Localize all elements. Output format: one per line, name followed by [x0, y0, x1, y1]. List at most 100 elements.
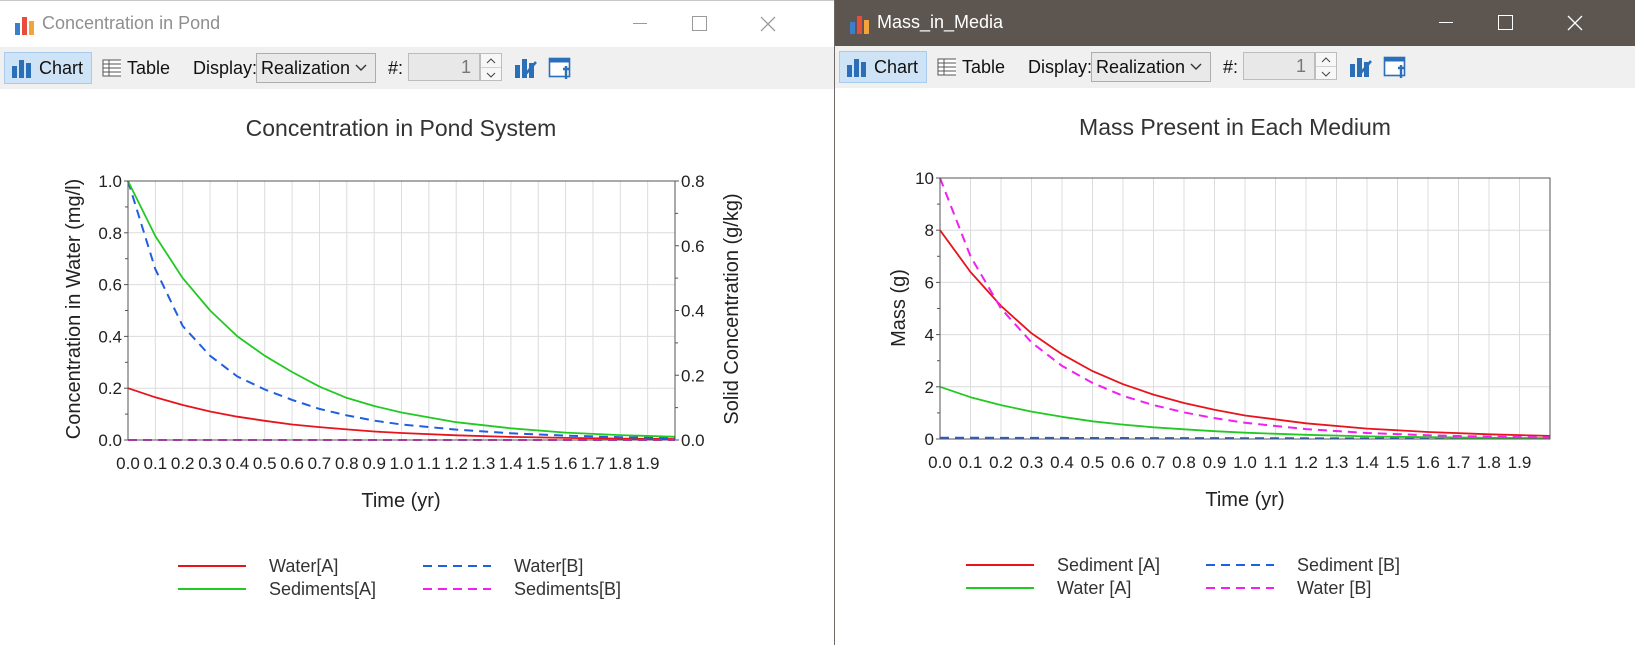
x-tick-label: 0.4 [1050, 453, 1074, 472]
y2-tick-label: 0.6 [681, 237, 705, 256]
x-tick-label: 1.5 [526, 454, 550, 473]
chart-tab-button[interactable]: Chart [4, 52, 92, 84]
tick-labels: 0.0 0.1 0.2 0.3 0.4 0.5 0.6 0.7 0.8 0.9 1.0 1.1 1.2 1… [98, 172, 704, 473]
series-line-water-a [127, 387, 676, 440]
close-button[interactable] [1545, 0, 1605, 46]
legend-label-sediments-b: Sediments[B] [514, 579, 621, 599]
series-line-water-b [939, 177, 1551, 439]
title-bar[interactable]: Mass_in_Media [835, 0, 1635, 46]
legend-label-sediment-a: Sediment [A] [1057, 555, 1160, 575]
x-tick-label: 1.3 [1325, 453, 1349, 472]
series-line-water-b [127, 180, 676, 440]
window-mass-in-media: Mass_in_Media Chart Table Display: Reali… [834, 0, 1635, 645]
x-tick-label: 0.2 [989, 453, 1013, 472]
y-tick-label: 0.8 [98, 224, 122, 243]
grid [940, 178, 1551, 439]
y-tick-label: 0.2 [98, 379, 122, 398]
chart-app-icon [15, 17, 34, 35]
table-icon [937, 58, 956, 76]
x-tick-label: 1.1 [1264, 453, 1288, 472]
minimize-button[interactable] [1416, 0, 1476, 46]
y2-tick-label: 0.0 [681, 431, 705, 450]
toolbar: Chart Table Display: Realization #: 1 [835, 46, 1635, 88]
spin-up-icon [486, 57, 496, 63]
table-tab-label: Table [126, 57, 170, 78]
minimize-button[interactable] [610, 1, 670, 47]
display-label: Display: [193, 58, 258, 78]
number-label: #: [388, 58, 404, 78]
x-tick-label: 1.7 [1447, 453, 1471, 472]
maximize-icon [692, 16, 707, 31]
spin-down-icon [486, 72, 496, 78]
table-tab-button[interactable]: Table [931, 51, 1011, 83]
bar-chart-icon [12, 60, 31, 78]
x-tick-label: 1.4 [499, 454, 523, 473]
x-tick-label: 1.4 [1355, 453, 1379, 472]
chart-tab-label: Chart [874, 56, 919, 77]
bar-chart-icon [847, 59, 866, 77]
legend-label-water-a: Water[A] [269, 556, 338, 576]
window-settings-icon[interactable] [548, 56, 574, 80]
realization-number-input[interactable]: 1 [408, 53, 480, 81]
realization-spinner[interactable] [480, 53, 502, 81]
legend-label-water-b: Water[B] [514, 556, 583, 576]
x-tick-label: 0.8 [1172, 453, 1196, 472]
x-tick-label: 0.0 [116, 454, 140, 473]
grid [128, 181, 676, 440]
x-tick-label: 0.5 [1081, 453, 1105, 472]
legend-label-water-a: Water [A] [1057, 578, 1131, 598]
x-tick-label: 0.3 [1020, 453, 1044, 472]
series-line-sediments-a [127, 180, 676, 438]
close-button[interactable] [738, 1, 798, 47]
chart-properties-icon[interactable] [514, 56, 538, 80]
y-tick-label: 6 [925, 273, 934, 292]
maximize-button[interactable] [1476, 0, 1536, 46]
series-line-water-a [939, 385, 1551, 440]
title-bar[interactable]: Concentration in Pond [0, 1, 834, 47]
x-tick-label: 0.0 [928, 453, 952, 472]
x-tick-label: 1.6 [554, 454, 578, 473]
maximize-button[interactable] [670, 1, 730, 47]
x-axis-title: Time (yr) [1205, 489, 1284, 511]
display-dropdown[interactable]: Realization [256, 53, 376, 83]
minimize-icon [1439, 22, 1453, 23]
mass-chart: Mass Present in Each Medium 0.0 0.1 0.2 0.3… [888, 114, 1551, 598]
display-dropdown[interactable]: Realization [1091, 52, 1211, 82]
y2-axis-title: Solid Concentration (g/kg) [721, 193, 743, 424]
x-tick-label: 1.0 [1233, 453, 1257, 472]
y-tick-label: 2 [925, 378, 934, 397]
x-tick-label: 0.9 [1203, 453, 1227, 472]
y-axis-title: Concentration in Water (mg/l) [63, 179, 85, 439]
x-tick-label: 1.1 [417, 454, 441, 473]
legend: Sediment [A] Sediment [B] Water [A] Water [… [966, 555, 1400, 598]
realization-number-input[interactable]: 1 [1243, 52, 1315, 80]
realization-spinner[interactable] [1315, 52, 1337, 80]
y-tick-label: 8 [925, 221, 934, 240]
x-tick-label: 0.2 [171, 454, 195, 473]
chevron-down-icon [1190, 63, 1202, 70]
x-tick-label: 1.5 [1386, 453, 1410, 472]
x-tick-label: 1.7 [581, 454, 605, 473]
legend-label-water-b: Water [B] [1297, 578, 1371, 598]
table-tab-button[interactable]: Table [96, 52, 176, 84]
y-tick-label: 0.4 [98, 327, 122, 346]
display-value: Realization [1096, 57, 1186, 77]
chart-properties-icon[interactable] [1349, 55, 1373, 79]
chart-tab-label: Chart [39, 57, 84, 78]
toolbar: Chart Table Display: Realization #: 1 [0, 47, 834, 89]
x-tick-label: 0.3 [198, 454, 222, 473]
x-tick-label: 0.6 [280, 454, 304, 473]
close-icon [1567, 15, 1583, 31]
minimize-icon [633, 23, 647, 24]
window-settings-icon[interactable] [1383, 55, 1409, 79]
x-tick-label: 1.9 [636, 454, 660, 473]
number-label: #: [1223, 57, 1239, 77]
y2-tick-label: 0.4 [681, 302, 705, 321]
y2-tick-label: 0.2 [681, 366, 705, 385]
chevron-down-icon [355, 64, 367, 71]
y2-tick-label: 0.8 [681, 172, 705, 191]
table-tab-label: Table [961, 56, 1005, 77]
x-tick-label: 0.9 [362, 454, 386, 473]
chart-tab-button[interactable]: Chart [839, 51, 927, 83]
close-icon [760, 16, 776, 32]
